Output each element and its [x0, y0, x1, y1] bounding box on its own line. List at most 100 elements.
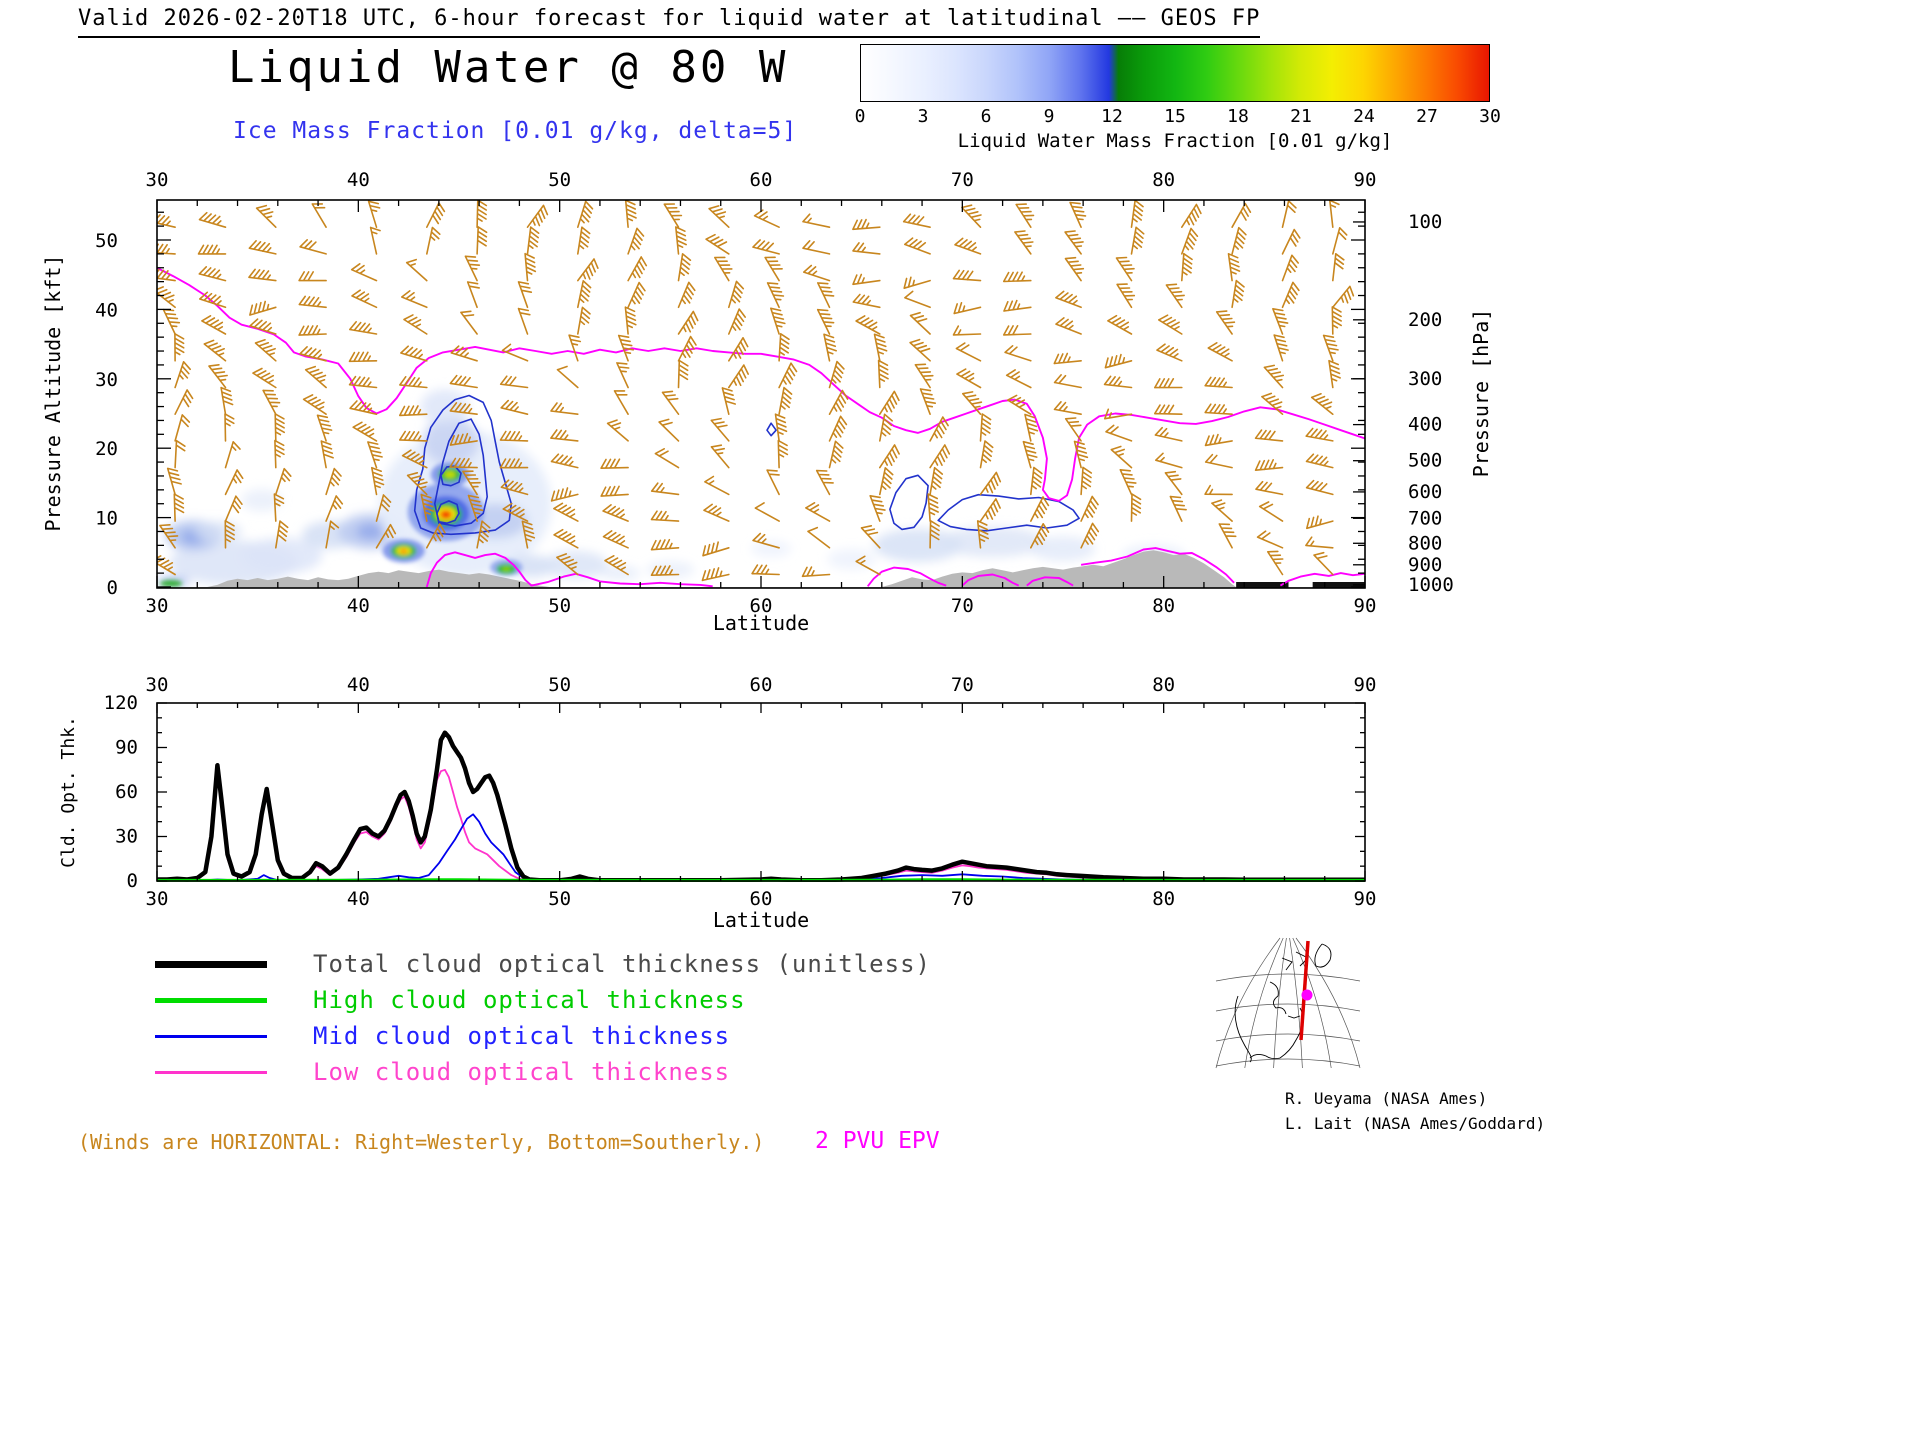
subtitle-ice-mass-fraction: Ice Mass Fraction [0.01 g/kg, delta=5] [233, 118, 798, 144]
inset-coastline [1234, 995, 1252, 1063]
svg-text:Latitude: Latitude [713, 908, 809, 932]
legend-item-total: Total cloud optical thickness (unitless) [155, 946, 931, 982]
svg-text:300: 300 [1408, 368, 1442, 390]
svg-text:80: 80 [1152, 888, 1175, 910]
svg-text:60: 60 [750, 674, 773, 696]
svg-text:500: 500 [1408, 450, 1442, 472]
svg-text:90: 90 [1354, 169, 1377, 191]
wind-barbs [157, 200, 1355, 582]
svg-text:120: 120 [104, 692, 138, 714]
legend-label-mid: Mid cloud optical thickness [313, 1022, 731, 1050]
legend-item-mid: Mid cloud optical thickness [155, 1018, 931, 1054]
svg-text:80: 80 [1152, 595, 1175, 617]
svg-text:Pressure [hPa]: Pressure [hPa] [1469, 309, 1493, 478]
svg-text:60: 60 [750, 169, 773, 191]
svg-text:1000: 1000 [1408, 574, 1454, 596]
credit-ueyama: R. Ueyama (NASA Ames) [1285, 1089, 1488, 1108]
svg-text:50: 50 [95, 230, 118, 252]
legend-line-mid [155, 1034, 267, 1038]
inset-coastline [1314, 943, 1332, 968]
legend-line-high [155, 997, 267, 1003]
legend-label-high: High cloud optical thickness [313, 986, 746, 1014]
legend-item-low: Low cloud optical thickness [155, 1054, 931, 1090]
svg-text:50: 50 [548, 595, 571, 617]
svg-text:90: 90 [1354, 674, 1377, 696]
svg-text:30: 30 [146, 595, 169, 617]
colorbar-ticks: 0 3 6 9 12 15 18 21 24 27 30 [855, 106, 1501, 130]
colorbar-tick: 12 [1101, 106, 1123, 127]
colorbar-tick: 18 [1227, 106, 1249, 127]
credit-lait: L. Lait (NASA Ames/Goddard) [1285, 1114, 1546, 1133]
svg-text:90: 90 [1354, 888, 1377, 910]
valid-line: Valid 2026-02-20T18 UTC, 6-hour forecast… [78, 6, 1261, 38]
svg-text:50: 50 [548, 674, 571, 696]
credits: R. Ueyama (NASA Ames) L. Lait (NASA Ames… [1285, 1086, 1545, 1136]
series-0 [157, 730, 1365, 882]
colorbar-tick: 30 [1479, 106, 1501, 127]
page-title: Liquid Water @ 80 W [228, 42, 789, 93]
optical-thickness-axes: 30 30 40 40 50 50 60 60 70 70 80 80 90 90 0 30 60 90 120 Cl… [58, 674, 1376, 932]
legend-item-high: High cloud optical thickness [155, 982, 931, 1018]
svg-text:30: 30 [146, 674, 169, 696]
colorbar-tick: 15 [1164, 106, 1186, 127]
legend-line-low [155, 1070, 267, 1074]
colorbar-tick: 24 [1353, 106, 1375, 127]
svg-text:200: 200 [1408, 309, 1442, 331]
legend: Total cloud optical thickness (unitless)… [155, 946, 931, 1090]
svg-text:700: 700 [1408, 507, 1442, 529]
svg-text:10: 10 [95, 508, 118, 530]
svg-text:900: 900 [1408, 554, 1442, 576]
colorbar-tick: 0 [854, 106, 866, 127]
svg-text:90: 90 [1354, 595, 1377, 617]
terrain [157, 550, 1365, 588]
svg-text:400: 400 [1408, 414, 1442, 436]
svg-text:60: 60 [115, 781, 138, 803]
svg-text:50: 50 [548, 888, 571, 910]
colorbar-gradient [860, 44, 1490, 102]
colorbar-tick: 6 [980, 106, 992, 127]
ice-contours [413, 394, 1080, 536]
cross-section-axes: 3030404050506060707080809090010203040501… [41, 169, 1493, 635]
svg-text:Cld. Opt. Thk.: Cld. Opt. Thk. [58, 716, 79, 868]
series-2 [157, 813, 1365, 882]
epv-label: 2 PVU EPV [815, 1128, 940, 1154]
svg-text:40: 40 [347, 888, 370, 910]
inset-coastline [1281, 951, 1309, 971]
svg-text:70: 70 [951, 169, 974, 191]
terrain-dark [1236, 582, 1289, 588]
svg-text:800: 800 [1408, 532, 1442, 554]
svg-text:40: 40 [95, 299, 118, 321]
inset-coastline [1269, 981, 1287, 1015]
inset-coastline [1287, 1015, 1301, 1019]
svg-text:0: 0 [107, 577, 118, 599]
svg-text:30: 30 [95, 369, 118, 391]
inset-location-dot [1301, 989, 1313, 1001]
svg-text:Latitude: Latitude [713, 611, 809, 635]
svg-text:40: 40 [347, 169, 370, 191]
optical-thickness-content [157, 730, 1365, 882]
svg-text:60: 60 [750, 888, 773, 910]
svg-text:50: 50 [548, 169, 571, 191]
svg-text:80: 80 [1152, 674, 1175, 696]
svg-text:20: 20 [95, 438, 118, 460]
svg-text:30: 30 [146, 169, 169, 191]
colorbar-tick: 3 [917, 106, 929, 127]
svg-text:40: 40 [347, 595, 370, 617]
map-inset [1215, 937, 1361, 1069]
colorbar: 0 3 6 9 12 15 18 21 24 27 30 Liquid Water Mass Fra… [855, 44, 1501, 152]
colorbar-tick: 27 [1416, 106, 1438, 127]
svg-text:70: 70 [951, 674, 974, 696]
legend-label-low: Low cloud optical thickness [313, 1058, 731, 1086]
svg-text:80: 80 [1152, 169, 1175, 191]
cross-section-content [157, 200, 1365, 588]
svg-text:90: 90 [115, 737, 138, 759]
svg-text:40: 40 [347, 674, 370, 696]
colorbar-tick: 9 [1043, 106, 1055, 127]
legend-line-total [155, 960, 267, 968]
svg-text:30: 30 [146, 888, 169, 910]
svg-text:100: 100 [1408, 211, 1442, 233]
winds-note: (Winds are HORIZONTAL: Right=Westerly, B… [78, 1130, 765, 1154]
inset-coastline [1249, 1053, 1281, 1060]
